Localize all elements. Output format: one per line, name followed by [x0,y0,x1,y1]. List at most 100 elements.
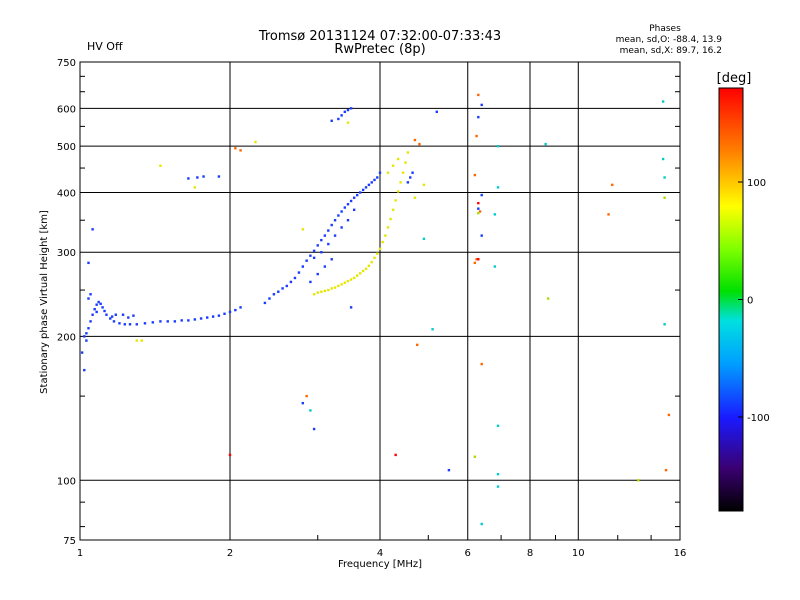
data-point [355,193,359,197]
data-point [309,409,312,412]
data-point [391,164,395,167]
data-point [473,173,477,177]
data-point [477,201,480,205]
data-point [376,176,379,179]
data-point [330,223,333,227]
grid-lines [79,61,681,541]
data-point [447,468,451,472]
data-point [272,293,276,296]
data-point [396,190,400,193]
data-point [384,234,387,237]
data-point [404,161,407,164]
data-point [312,427,316,431]
data-point [228,453,232,457]
data-point [239,149,242,152]
data-point [477,115,480,119]
data-point [217,175,221,178]
data-point [493,265,497,268]
data-point [346,279,350,283]
data-point [477,258,480,261]
data-point [327,242,330,246]
data-point [333,286,337,289]
data-point [378,171,382,174]
data-point [376,252,379,255]
data-point [399,181,402,184]
data-point [289,280,293,284]
data-point [123,323,126,326]
data-point [234,308,237,312]
data-point [663,323,666,326]
data-point [93,307,96,311]
data-point [358,272,362,275]
data-point [305,394,308,398]
data-point [352,276,356,280]
data-point [370,260,373,264]
data-point [217,314,221,317]
data-point [607,213,610,216]
data-point [105,313,108,316]
chart-subtitle: RwPretec (8p) [334,42,425,57]
data-point [132,314,135,317]
data-point [323,265,327,268]
data-point [367,264,371,267]
data-point [228,310,232,314]
colorbar-tick-label: 100 [747,178,766,189]
data-point [83,368,86,372]
data-point [396,157,400,161]
data-point [663,196,666,199]
data-point [394,453,397,457]
data-point [661,157,665,161]
data-point [323,289,327,293]
data-point [143,322,147,325]
data-point [478,210,482,213]
data-point [320,251,323,254]
data-point [364,267,368,270]
data-point [187,319,190,322]
chart-title: Tromsø 20131124 07:32:00-07:33:43 [258,29,501,44]
data-point [477,93,480,97]
data-point [301,401,305,405]
data-point [103,309,106,313]
data-point [127,316,130,319]
x-tick-label: 2 [227,548,233,559]
data-point [327,288,330,292]
data-point [327,229,330,232]
data-point [493,213,497,216]
y-tick-label: 400 [57,188,76,199]
data-point [85,332,88,335]
data-point [473,455,477,458]
data-point [358,191,362,194]
data-point [309,254,312,257]
data-point [346,203,350,206]
data-point [435,110,438,114]
data-point [91,313,94,316]
data-point [370,181,373,184]
data-point [496,144,500,148]
x-tick-label: 10 [572,548,585,559]
data-point [223,312,226,315]
x-tick-label: 4 [377,548,383,559]
data-point [234,147,237,150]
data-point [91,228,94,231]
data-point [431,328,434,331]
data-point [312,293,316,296]
phases-title: Phases [649,24,681,34]
data-point [477,212,480,215]
data-point [349,306,353,309]
colorbar-ticks: 100 0 -100 [738,178,770,424]
data-point [316,244,319,247]
data-point [293,276,297,280]
data-point [378,247,382,250]
data-point [413,196,417,199]
hv-status: HV Off [87,40,123,53]
data-point [480,103,483,107]
data-point [205,316,209,319]
data-point [87,327,90,330]
data-point [254,140,257,144]
data-point [239,306,242,309]
data-point [128,323,132,326]
data-point [199,317,203,320]
data-point [346,219,350,222]
colorbar-tick-label: 0 [747,296,753,307]
data-point [320,290,323,293]
